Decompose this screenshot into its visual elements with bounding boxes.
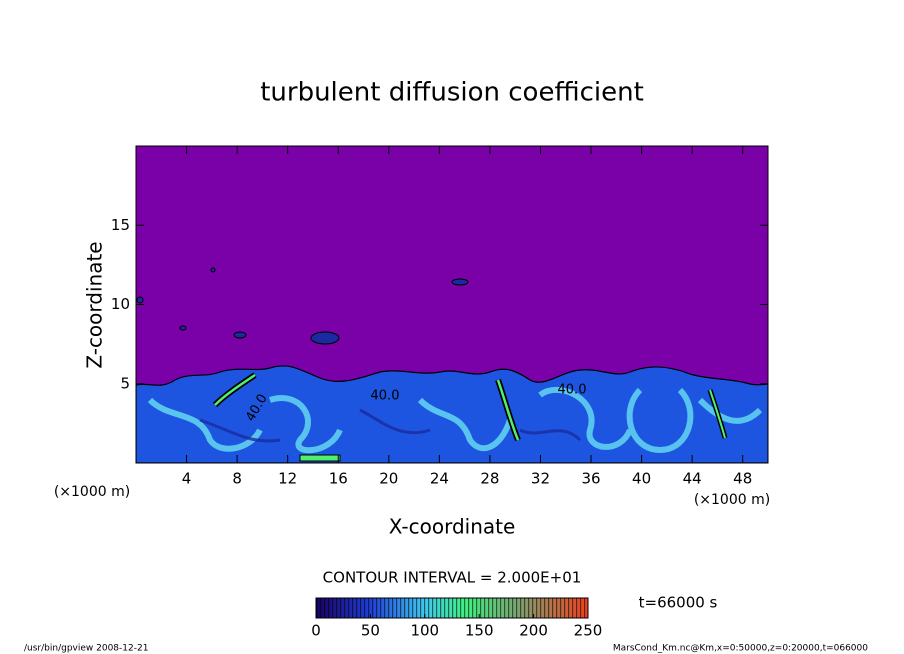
x-tick-label: 48 xyxy=(733,470,752,488)
colorbar-tick-label: 250 xyxy=(574,622,603,640)
x-tick-label: 20 xyxy=(379,470,398,488)
colorbar-tick-label: 0 xyxy=(311,622,321,640)
field xyxy=(136,146,768,463)
time-label: t=66000 s xyxy=(639,594,718,612)
x-tick-label: 36 xyxy=(581,470,600,488)
y-tick-label: 5 xyxy=(120,374,130,392)
y-axis-label: Z-coordinate xyxy=(83,241,107,368)
colorbar-tick-label: 100 xyxy=(410,622,439,640)
x-tick-label: 32 xyxy=(531,470,550,488)
x-tick-label: 16 xyxy=(329,470,348,488)
colorbar-tick-label: 200 xyxy=(519,622,548,640)
contour-label: 40.0 xyxy=(371,389,400,404)
x-tick-label: 44 xyxy=(683,470,702,488)
footer-left: /usr/bin/gpview 2008-12-21 xyxy=(24,644,148,654)
chart-title: turbulent diffusion coefficient xyxy=(260,78,644,108)
x-axis-label: X-coordinate xyxy=(389,515,516,539)
x-tick-label: 40 xyxy=(632,470,651,488)
x-unit: (×1000 m) xyxy=(54,484,130,500)
y-tick-label: 10 xyxy=(111,295,130,313)
x-tick-label: 4 xyxy=(182,470,192,488)
contour-interval: CONTOUR INTERVAL = 2.000E+01 xyxy=(323,569,582,587)
colorbar-tick-label: 150 xyxy=(465,622,494,640)
x-tick-label: 28 xyxy=(480,470,499,488)
x-tick-label: 12 xyxy=(278,470,297,488)
x-tick-label: 8 xyxy=(232,470,242,488)
footer-right: MarsCond_Km.nc@Km,x=0:50000,z=0:20000,t=… xyxy=(613,644,868,654)
colorbar-frame xyxy=(315,597,589,619)
contour-label: 40.0 xyxy=(558,383,587,398)
x-unit: (×1000 m) xyxy=(694,492,770,508)
x-tick-label: 24 xyxy=(430,470,449,488)
colorbar-tick-label: 50 xyxy=(361,622,380,640)
y-tick-label: 15 xyxy=(111,216,130,234)
